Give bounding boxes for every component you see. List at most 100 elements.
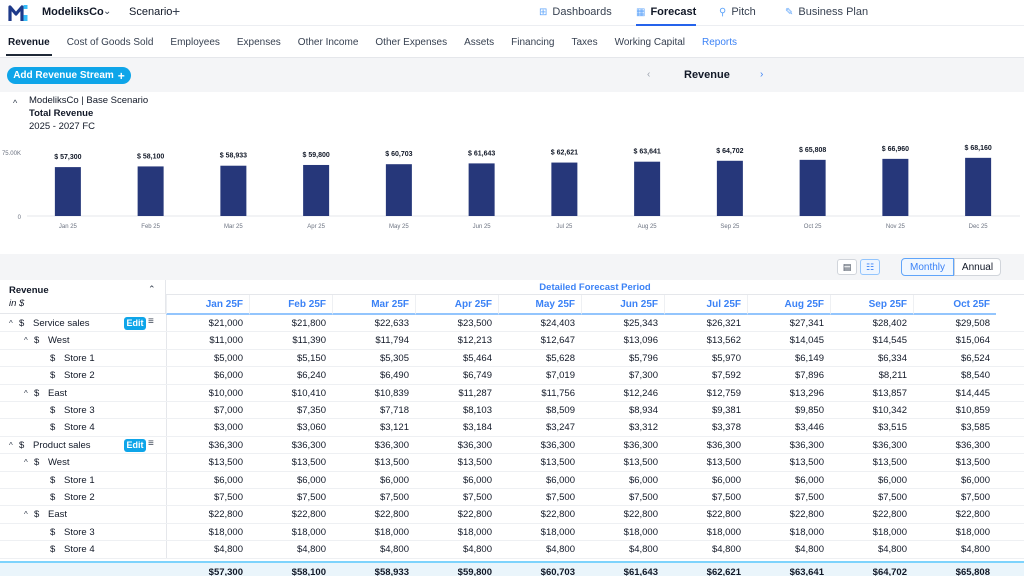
total-cell[interactable]: $57,300: [208, 566, 243, 576]
table-cell[interactable]: $36,300: [457, 439, 492, 451]
table-cell[interactable]: $7,896: [794, 370, 824, 382]
table-cell[interactable]: $6,000: [296, 474, 326, 486]
bar-may-25[interactable]: [385, 164, 412, 216]
table-cell[interactable]: $26,321: [706, 318, 741, 329]
modeliks-logo-icon[interactable]: [8, 3, 30, 23]
bar-apr-25[interactable]: [303, 164, 330, 216]
table-cell[interactable]: $13,857: [872, 387, 907, 399]
table-cell[interactable]: $36,300: [291, 439, 326, 451]
table-cell[interactable]: $13,500: [623, 457, 658, 469]
table-cell[interactable]: $11,390: [292, 335, 326, 347]
table-cell[interactable]: $36,300: [872, 439, 907, 451]
table-cell[interactable]: $4,800: [794, 544, 824, 556]
table-cell[interactable]: $18,000: [955, 526, 990, 538]
bar-feb-25[interactable]: [137, 166, 164, 216]
column-header[interactable]: Feb 25F: [249, 295, 332, 315]
table-cell[interactable]: $3,184: [462, 422, 492, 434]
table-cell[interactable]: $10,839: [374, 387, 409, 399]
table-cell[interactable]: $13,500: [955, 457, 990, 469]
table-cell[interactable]: $7,592: [711, 370, 741, 382]
table-cell[interactable]: $10,410: [291, 387, 326, 399]
table-cell[interactable]: $12,759: [706, 387, 741, 399]
table-cell[interactable]: $22,800: [955, 509, 990, 521]
table-cell[interactable]: $18,000: [374, 526, 409, 538]
table-cell[interactable]: $5,150: [296, 352, 326, 364]
table-cell[interactable]: $4,800: [462, 544, 492, 556]
collapse-all-icon[interactable]: ⌃: [148, 284, 156, 294]
nav-business-plan[interactable]: ✎ Business Plan: [785, 6, 869, 18]
table-cell[interactable]: $4,800: [296, 544, 326, 556]
table-cell[interactable]: $3,000: [213, 422, 243, 434]
annual-toggle[interactable]: Annual: [954, 258, 1001, 276]
collapse-row-icon[interactable]: ^: [24, 510, 28, 520]
total-cell[interactable]: $62,621: [706, 566, 741, 576]
table-cell[interactable]: $10,000: [208, 387, 243, 399]
table-cell[interactable]: $18,000: [291, 526, 326, 538]
table-cell[interactable]: $13,500: [540, 457, 575, 469]
table-cell[interactable]: $6,000: [379, 474, 409, 486]
table-cell[interactable]: $6,000: [213, 370, 243, 382]
table-cell[interactable]: $4,800: [379, 544, 409, 556]
table-cell[interactable]: $13,500: [789, 457, 824, 469]
table-cell[interactable]: $12,647: [540, 335, 575, 347]
hierarchy-view-icon[interactable]: ☷: [860, 259, 880, 275]
table-cell[interactable]: $13,500: [291, 457, 326, 469]
tab-cost-of-goods-sold[interactable]: Cost of Goods Sold: [66, 36, 154, 48]
table-cell[interactable]: $11,000: [209, 335, 243, 347]
table-cell[interactable]: $7,500: [379, 492, 409, 503]
table-cell[interactable]: $5,000: [213, 352, 243, 364]
table-cell[interactable]: $36,300: [706, 439, 741, 451]
table-cell[interactable]: $6,334: [877, 352, 907, 364]
bar-jan-25[interactable]: [54, 167, 81, 216]
nav-forecast[interactable]: ▦ Forecast: [636, 6, 697, 26]
table-cell[interactable]: $12,213: [457, 335, 492, 347]
collapse-row-icon[interactable]: ^: [24, 388, 28, 398]
table-cell[interactable]: $22,800: [706, 509, 741, 521]
company-name[interactable]: ModeliksCo: [42, 6, 104, 18]
total-cell[interactable]: $58,933: [374, 566, 409, 576]
table-cell[interactable]: $36,300: [789, 439, 824, 451]
table-cell[interactable]: $22,800: [623, 509, 658, 521]
table-cell[interactable]: $7,000: [213, 405, 243, 416]
table-cell[interactable]: $6,000: [794, 474, 824, 486]
table-cell[interactable]: $15,064: [955, 335, 990, 347]
table-cell[interactable]: $22,800: [374, 509, 409, 521]
table-cell[interactable]: $7,718: [379, 405, 409, 416]
tab-assets[interactable]: Assets: [464, 36, 495, 48]
table-cell[interactable]: $36,300: [208, 439, 243, 451]
table-cell[interactable]: $36,300: [955, 439, 990, 451]
table-cell[interactable]: $18,000: [706, 526, 741, 538]
table-cell[interactable]: $6,749: [462, 370, 492, 382]
table-cell[interactable]: $4,800: [545, 544, 575, 556]
bar-sep-25[interactable]: [716, 160, 743, 216]
table-cell[interactable]: $7,500: [877, 492, 907, 503]
table-cell[interactable]: $3,515: [877, 422, 907, 434]
table-cell[interactable]: $5,464: [462, 352, 492, 364]
bar-nov-25[interactable]: [882, 158, 909, 216]
collapse-row-icon[interactable]: ^: [24, 336, 28, 346]
table-cell[interactable]: $11,756: [541, 387, 575, 399]
table-cell[interactable]: $23,500: [457, 318, 492, 329]
tab-working-capital[interactable]: Working Capital: [614, 36, 686, 48]
table-cell[interactable]: $3,247: [545, 422, 575, 434]
table-cell[interactable]: $18,000: [208, 526, 243, 538]
bar-jun-25[interactable]: [468, 163, 495, 216]
table-cell[interactable]: $7,019: [545, 370, 575, 382]
bar-aug-25[interactable]: [634, 161, 661, 216]
tab-revenue[interactable]: Revenue: [6, 28, 52, 58]
table-cell[interactable]: $7,500: [711, 492, 741, 503]
column-header[interactable]: May 25F: [498, 295, 581, 315]
table-cell[interactable]: $12,246: [623, 387, 658, 399]
total-cell[interactable]: $64,702: [872, 566, 907, 576]
table-cell[interactable]: $13,096: [623, 335, 658, 347]
table-cell[interactable]: $11,287: [458, 387, 492, 399]
table-cell[interactable]: $13,500: [374, 457, 409, 469]
table-cell[interactable]: $36,300: [540, 439, 575, 451]
bar-dec-25[interactable]: [965, 157, 992, 216]
add-scenario-icon[interactable]: +: [172, 3, 181, 19]
next-chart-icon[interactable]: ›: [760, 69, 764, 80]
table-cell[interactable]: $4,800: [960, 544, 990, 556]
table-cell[interactable]: $13,500: [457, 457, 492, 469]
tab-other-income[interactable]: Other Income: [297, 36, 359, 48]
nav-dashboards[interactable]: ⊞ Dashboards: [539, 6, 612, 18]
